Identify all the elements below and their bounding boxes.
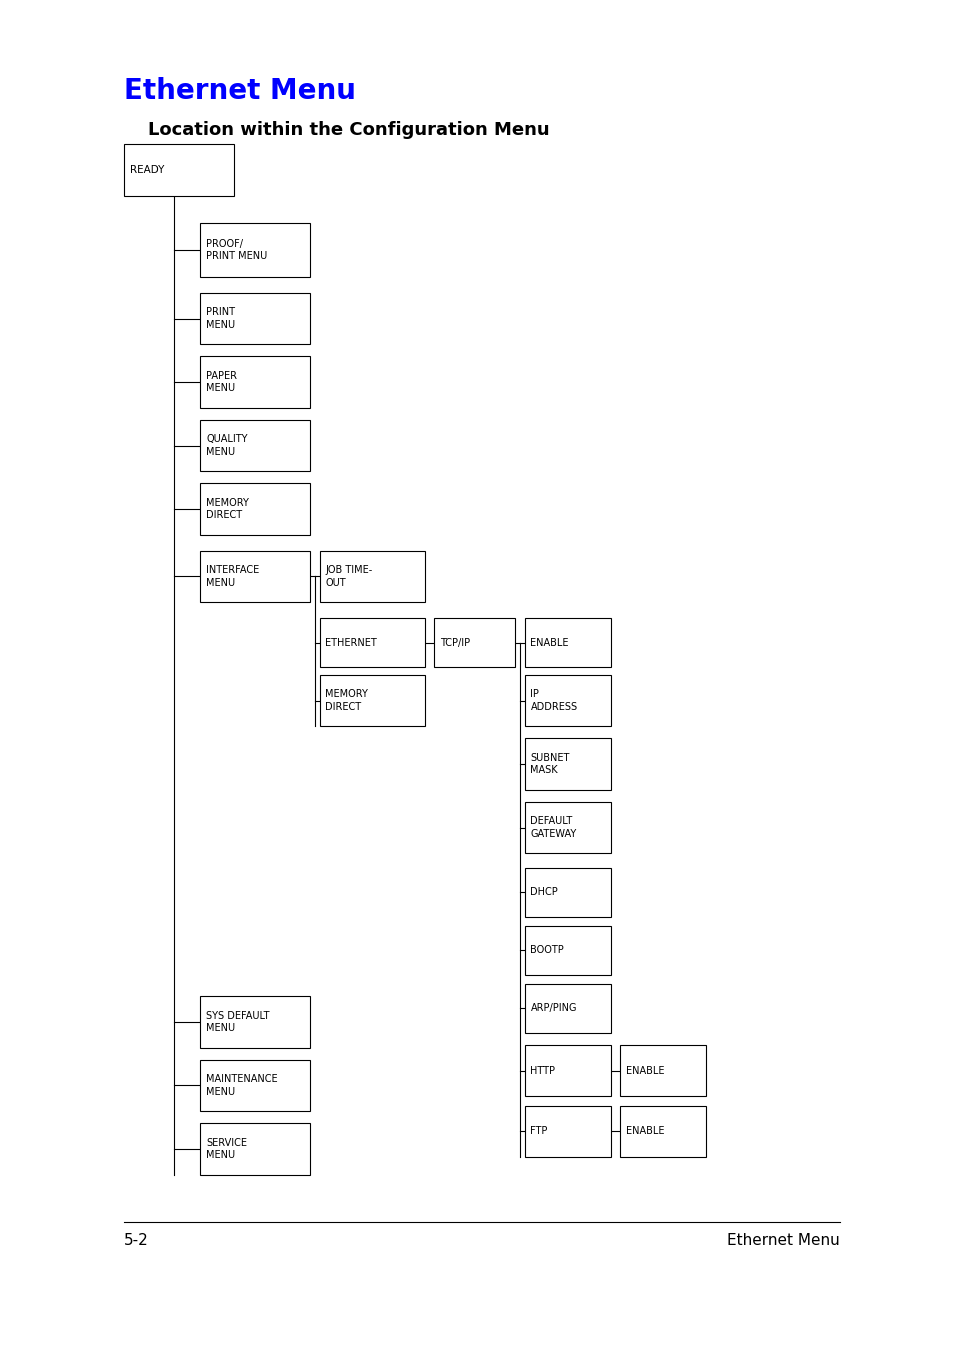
FancyBboxPatch shape xyxy=(524,926,610,975)
Text: PROOF/
PRINT MENU: PROOF/ PRINT MENU xyxy=(206,239,267,261)
FancyBboxPatch shape xyxy=(524,618,610,667)
Text: MEMORY
DIRECT: MEMORY DIRECT xyxy=(206,498,249,520)
Text: SERVICE
MENU: SERVICE MENU xyxy=(206,1138,247,1160)
FancyBboxPatch shape xyxy=(319,675,424,726)
Text: ENABLE: ENABLE xyxy=(625,1065,663,1076)
Text: Location within the Configuration Menu: Location within the Configuration Menu xyxy=(148,122,549,139)
FancyBboxPatch shape xyxy=(200,1123,310,1174)
Text: TCP/IP: TCP/IP xyxy=(439,637,470,648)
FancyBboxPatch shape xyxy=(524,802,610,853)
Text: MAINTENANCE
MENU: MAINTENANCE MENU xyxy=(206,1075,277,1096)
FancyBboxPatch shape xyxy=(200,356,310,408)
FancyBboxPatch shape xyxy=(619,1045,705,1096)
FancyBboxPatch shape xyxy=(524,1106,610,1157)
FancyBboxPatch shape xyxy=(434,618,515,667)
Text: SUBNET
MASK: SUBNET MASK xyxy=(530,753,569,775)
FancyBboxPatch shape xyxy=(200,293,310,344)
Text: DHCP: DHCP xyxy=(530,887,558,898)
Text: FTP: FTP xyxy=(530,1126,547,1137)
Text: ETHERNET: ETHERNET xyxy=(325,637,376,648)
FancyBboxPatch shape xyxy=(319,618,424,667)
Text: HTTP: HTTP xyxy=(530,1065,555,1076)
FancyBboxPatch shape xyxy=(200,420,310,471)
Text: QUALITY
MENU: QUALITY MENU xyxy=(206,435,248,456)
FancyBboxPatch shape xyxy=(200,223,310,277)
Text: DEFAULT
GATEWAY: DEFAULT GATEWAY xyxy=(530,817,576,838)
Text: BOOTP: BOOTP xyxy=(530,945,563,956)
Text: IP
ADDRESS: IP ADDRESS xyxy=(530,690,577,711)
FancyBboxPatch shape xyxy=(524,675,610,726)
Text: ENABLE: ENABLE xyxy=(625,1126,663,1137)
FancyBboxPatch shape xyxy=(524,1045,610,1096)
Text: PRINT
MENU: PRINT MENU xyxy=(206,308,235,329)
FancyBboxPatch shape xyxy=(200,1060,310,1111)
FancyBboxPatch shape xyxy=(524,868,610,917)
Text: 5-2: 5-2 xyxy=(124,1233,149,1247)
Text: INTERFACE
MENU: INTERFACE MENU xyxy=(206,566,259,587)
Text: Ethernet Menu: Ethernet Menu xyxy=(124,77,355,105)
FancyBboxPatch shape xyxy=(200,996,310,1048)
FancyBboxPatch shape xyxy=(200,551,310,602)
Text: MEMORY
DIRECT: MEMORY DIRECT xyxy=(325,690,368,711)
FancyBboxPatch shape xyxy=(124,144,233,196)
Text: ENABLE: ENABLE xyxy=(530,637,568,648)
FancyBboxPatch shape xyxy=(319,551,424,602)
FancyBboxPatch shape xyxy=(524,738,610,790)
Text: Ethernet Menu: Ethernet Menu xyxy=(726,1233,839,1247)
Text: ARP/PING: ARP/PING xyxy=(530,1003,577,1014)
Text: PAPER
MENU: PAPER MENU xyxy=(206,371,236,393)
FancyBboxPatch shape xyxy=(524,984,610,1033)
FancyBboxPatch shape xyxy=(619,1106,705,1157)
Text: SYS DEFAULT
MENU: SYS DEFAULT MENU xyxy=(206,1011,270,1033)
Text: JOB TIME-
OUT: JOB TIME- OUT xyxy=(325,566,373,587)
FancyBboxPatch shape xyxy=(200,483,310,535)
Text: READY: READY xyxy=(130,165,164,176)
